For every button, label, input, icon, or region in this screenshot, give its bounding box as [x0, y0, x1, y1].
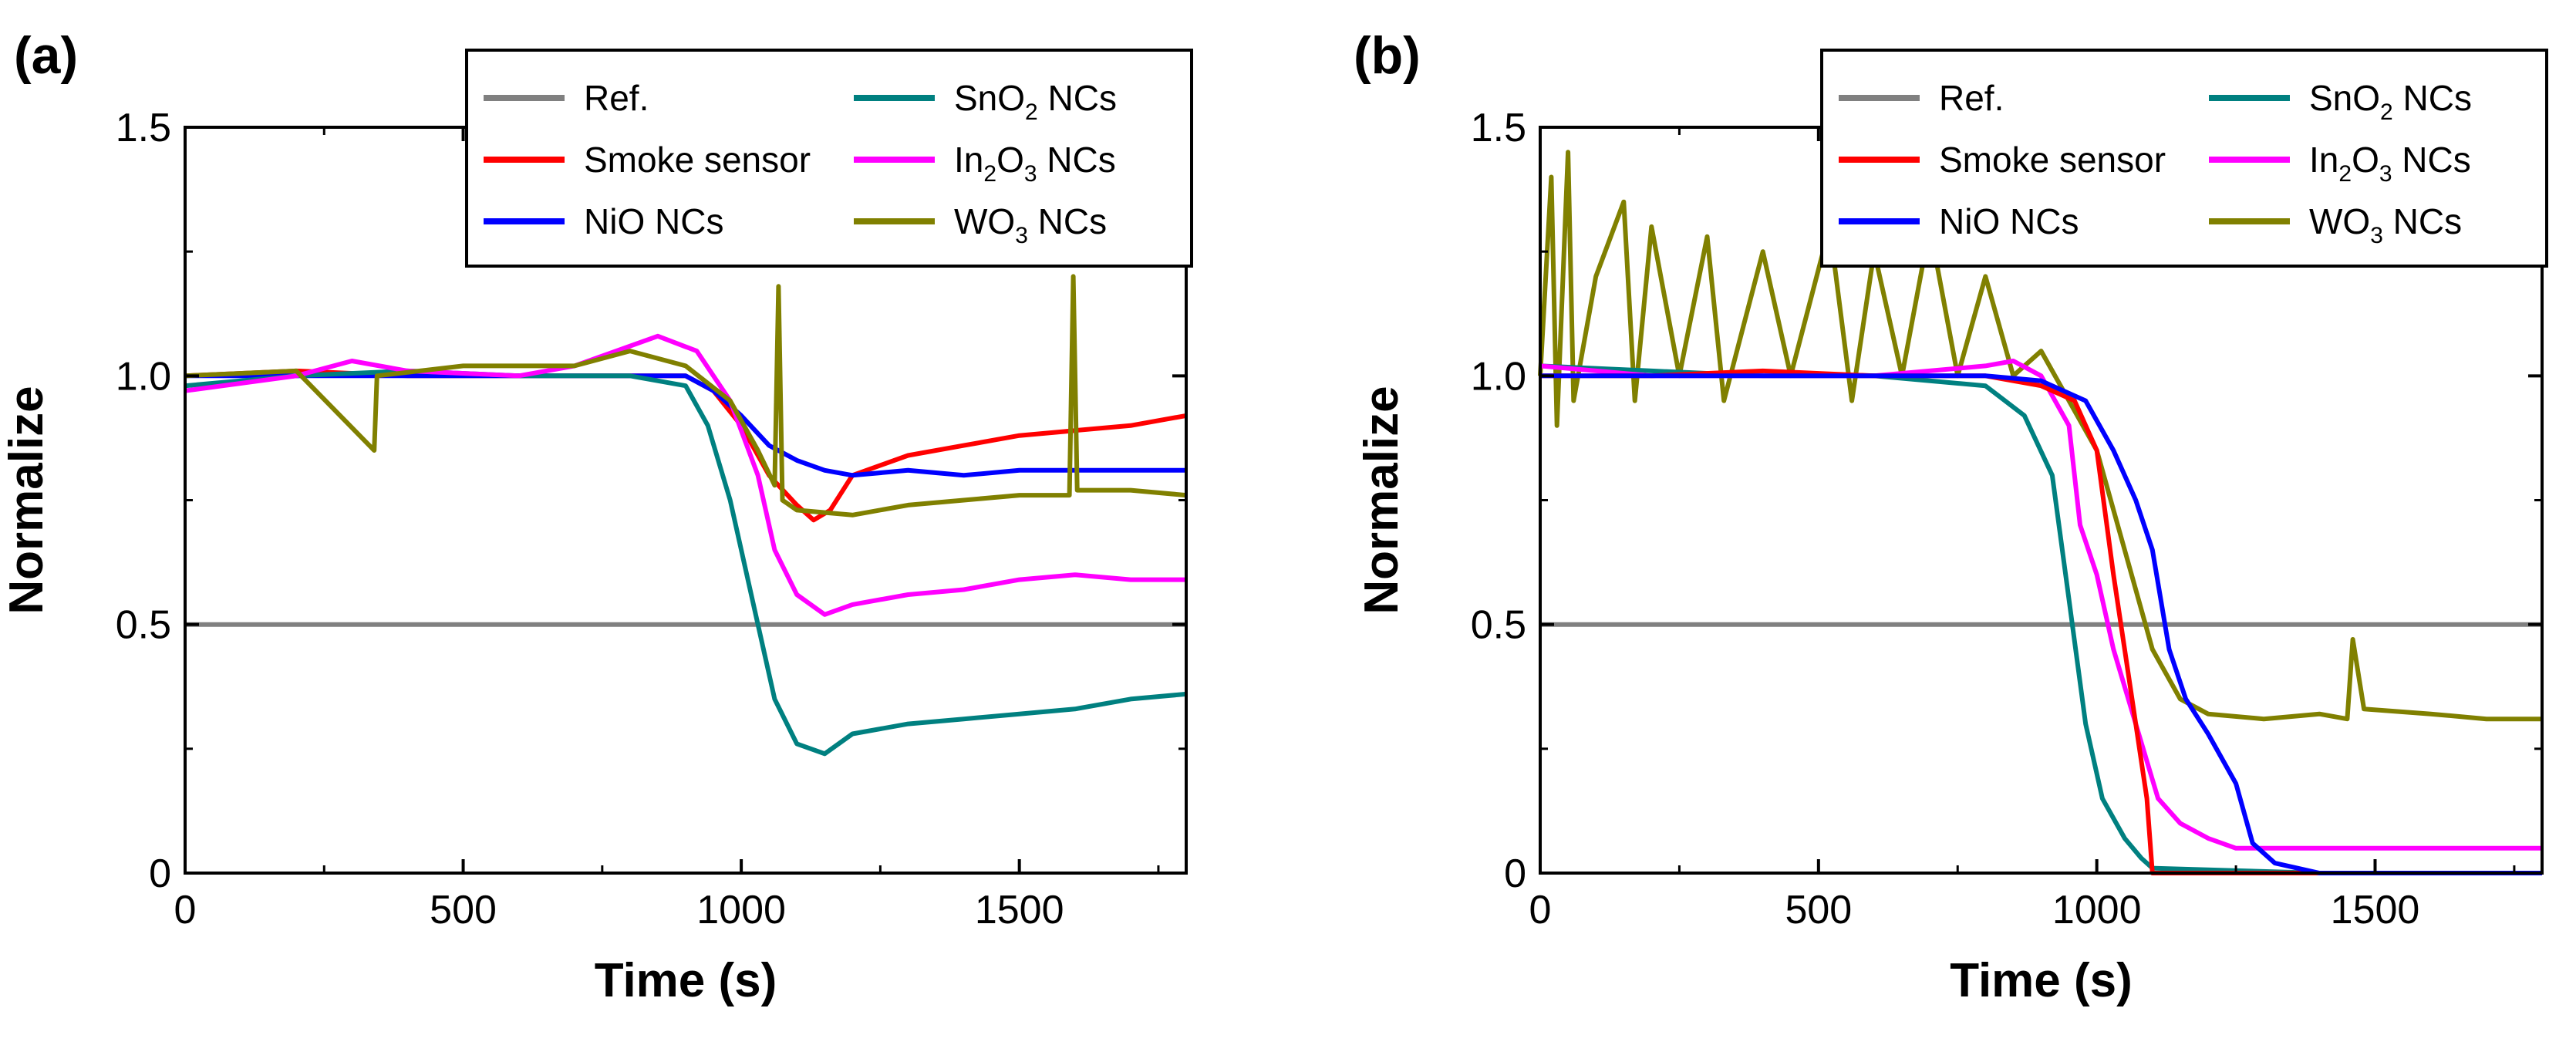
x-tick-label: 1500: [2331, 888, 2420, 932]
series-line: [184, 368, 1187, 757]
series-line: [1540, 373, 2542, 875]
panel-label: (a): [14, 26, 78, 85]
legend-label: Ref.: [584, 78, 649, 118]
panel-label: (b): [1354, 26, 1421, 85]
panel-a: (a) 0 500 1000 1500 0 0.5 1.0 1.5 Time (s) Normali…: [0, 26, 1193, 1007]
y-tick-label: 0.5: [116, 603, 171, 648]
x-tick-label: 0: [1529, 888, 1552, 932]
legend: Ref. Smoke sensor NiO NCs SnO2 NCs In2O3 NCs…: [1820, 49, 2548, 268]
series-lines: [1538, 150, 2542, 875]
legend-label: SnO2 NCs: [2309, 78, 2472, 125]
legend-label: Smoke sensor: [1939, 140, 2166, 180]
y-tick-label: 0.5: [1471, 603, 1526, 648]
legend-box: [465, 49, 1193, 268]
x-tick-label: 1000: [2052, 888, 2142, 932]
x-tick-label: 1500: [975, 888, 1064, 932]
y-axis-label: Normalize: [1355, 386, 1408, 614]
legend-label: WO3 NCs: [954, 201, 1107, 248]
series-line: [1539, 363, 2542, 875]
y-tick-label: 0: [149, 851, 171, 896]
x-tick-label: 1000: [696, 888, 786, 932]
legend-label: In2O3 NCs: [954, 140, 1116, 187]
series-lines: [184, 274, 1187, 757]
legend-label: In2O3 NCs: [2309, 140, 2471, 187]
legend-label: WO3 NCs: [2309, 201, 2462, 248]
legend-label: SnO2 NCs: [954, 78, 1117, 125]
legend-box: [1820, 49, 2548, 268]
panel-b: (b) 0 500 1000 1500 0 0.5 1.0 1.5 Time (s) Normali…: [1354, 26, 2548, 1007]
legend-label: Smoke sensor: [584, 140, 811, 180]
y-axis-label: Normalize: [0, 386, 53, 614]
series-line: [1539, 359, 2542, 851]
x-tick-label: 500: [1785, 888, 1852, 932]
legend-label: NiO NCs: [584, 201, 723, 241]
x-tick-label: 500: [430, 888, 497, 932]
y-tick-label: 0: [1504, 851, 1526, 896]
y-tick-label: 1.0: [1471, 354, 1526, 399]
series-line: [1540, 368, 2320, 875]
x-axis-label: Time (s): [1950, 954, 2133, 1007]
legend: Ref. Smoke sensor NiO NCs SnO2 NCs In2O3 NCs…: [465, 49, 1193, 268]
y-tick-label: 1.5: [1471, 106, 1526, 150]
y-tick-label: 1.5: [116, 106, 171, 150]
x-tick-label: 0: [174, 888, 197, 932]
series-line: [184, 368, 1187, 523]
series-line: [185, 373, 1186, 478]
legend-label: NiO NCs: [1939, 201, 2079, 241]
x-axis-label: Time (s): [595, 954, 777, 1007]
legend-label: Ref.: [1939, 78, 2004, 118]
y-tick-label: 1.0: [116, 354, 171, 399]
series-line: [184, 274, 1187, 518]
